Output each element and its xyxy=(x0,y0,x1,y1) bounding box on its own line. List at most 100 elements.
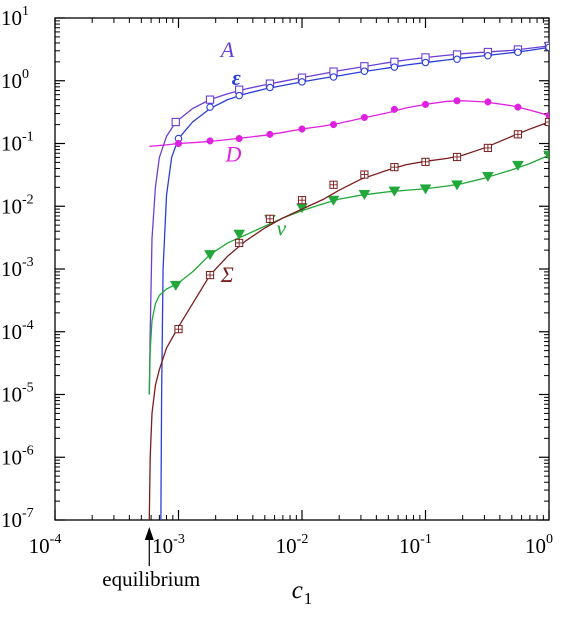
x-tick-label: 10-2 xyxy=(276,532,309,558)
x-axis-label: c1 xyxy=(292,577,313,608)
series-v xyxy=(148,150,549,395)
y-tick-base: 10 xyxy=(1,508,22,532)
y-tick-base: 10 xyxy=(1,257,22,281)
x-tick-label: 10-1 xyxy=(399,532,432,558)
x-tick-label: 10-3 xyxy=(152,532,185,558)
y-tick-base: 10 xyxy=(1,194,22,218)
series-marker-a xyxy=(171,117,180,127)
series-marker-d xyxy=(484,98,492,106)
series-marker-epsilon xyxy=(421,58,430,67)
series-marker-d xyxy=(421,100,430,108)
series-labels: Aε Dv Σ xyxy=(219,37,287,287)
series-marker-v xyxy=(388,186,401,197)
series-marker-sigma xyxy=(544,117,549,127)
x-tick-base: 10 xyxy=(276,534,297,558)
series-marker-epsilon xyxy=(453,55,461,64)
y-tick-base: 10 xyxy=(1,445,22,469)
equilibrium-label: equilibrium xyxy=(102,567,200,591)
series-label-d: D xyxy=(224,141,241,166)
series-marker-d xyxy=(545,111,549,119)
series-a xyxy=(148,41,549,395)
series-marker-sigma xyxy=(421,157,430,166)
y-tick-base: 10 xyxy=(1,383,22,407)
y-tick-base: 10 xyxy=(1,69,22,93)
series-label-epsilon: ε xyxy=(232,65,241,90)
series-marker-sigma xyxy=(452,152,462,162)
series-line-d xyxy=(149,100,549,148)
y-tick-label: 10-3 xyxy=(1,255,34,281)
x-tick-exponent: -3 xyxy=(173,532,185,547)
equilibrium-annotation: equilibrium xyxy=(102,527,200,591)
series-line-epsilon xyxy=(160,46,549,520)
series-marker-v xyxy=(204,250,216,261)
x-tick-base: 10 xyxy=(525,534,546,558)
y-tick-exponent: -3 xyxy=(22,255,34,270)
y-tick-exponent: -6 xyxy=(22,443,34,458)
series-marker-sigma xyxy=(205,270,215,280)
y-tick-label: 10-6 xyxy=(1,443,34,469)
y-tick-exponent: 1 xyxy=(22,4,29,19)
y-tick-label: 10-7 xyxy=(1,506,34,532)
series-marker-epsilon xyxy=(235,91,243,100)
x-tick-exponent: -4 xyxy=(50,532,62,547)
tick-labels: 10-4 10-3 10-2 10-1 10010-710-610-510-410-31… xyxy=(1,4,553,558)
series-marker-sigma xyxy=(297,196,307,205)
y-tick-exponent: -4 xyxy=(22,318,34,333)
series-marker-d xyxy=(235,134,243,143)
y-tick-label: 10-2 xyxy=(1,192,34,218)
y-tick-exponent: -2 xyxy=(22,192,34,207)
series-d xyxy=(149,97,549,148)
y-tick-base: 10 xyxy=(1,6,22,30)
x-axis-label-subscript: 1 xyxy=(304,589,313,608)
x-tick-exponent: 0 xyxy=(546,532,553,547)
series-marker-v xyxy=(169,280,182,292)
series-marker-epsilon xyxy=(484,52,492,60)
series-marker-epsilon xyxy=(514,48,522,56)
y-tick-base: 10 xyxy=(1,132,22,156)
series-marker-sigma xyxy=(174,325,183,334)
x-tick-exponent: -2 xyxy=(297,532,309,547)
series-marker-v xyxy=(481,171,494,183)
series-label-v: v xyxy=(276,216,286,241)
series-marker-sigma xyxy=(390,163,399,172)
y-tick-exponent: -1 xyxy=(22,130,34,145)
series-marker-sigma xyxy=(265,214,275,223)
series-marker-epsilon xyxy=(206,103,214,111)
y-tick-label: 101 xyxy=(1,4,29,30)
y-tick-label: 10-5 xyxy=(1,381,34,407)
series-line-sigma xyxy=(148,121,549,520)
series-marker-v xyxy=(419,184,432,195)
series-label-a: A xyxy=(219,37,235,62)
series-marker-epsilon xyxy=(545,43,549,52)
series-marker-sigma xyxy=(483,143,492,153)
series-marker-sigma xyxy=(513,130,523,139)
series-marker-d xyxy=(206,137,214,145)
series-marker-d xyxy=(329,121,338,129)
x-tick-base: 10 xyxy=(29,534,50,558)
x-tick-label: 100 xyxy=(525,532,553,558)
plot-frame xyxy=(54,17,550,521)
series-marker-a xyxy=(205,95,215,104)
series-marker-sigma xyxy=(329,180,338,189)
equilibrium-arrow-head xyxy=(144,527,154,540)
series-label-sigma: Σ xyxy=(220,262,234,287)
y-tick-label: 100 xyxy=(1,67,29,93)
y-tick-exponent: -5 xyxy=(22,381,34,396)
series-marker-d xyxy=(360,113,368,122)
series-marker-v xyxy=(358,189,371,201)
series-marker-d xyxy=(298,125,306,133)
tick-marks xyxy=(54,17,550,521)
series-marker-v xyxy=(233,229,246,240)
series-marker-sigma xyxy=(360,170,369,179)
y-tick-label: 10-1 xyxy=(1,130,34,156)
y-tick-exponent: -7 xyxy=(22,506,34,521)
y-tick-base: 10 xyxy=(1,320,22,344)
series-marker-epsilon xyxy=(360,67,369,75)
series-marker-d xyxy=(514,103,522,111)
series-marker-v xyxy=(543,150,549,161)
series-layer xyxy=(148,41,549,520)
series-epsilon xyxy=(160,43,549,520)
x-tick-base: 10 xyxy=(152,534,173,558)
x-axis-label-main: c xyxy=(292,577,303,604)
